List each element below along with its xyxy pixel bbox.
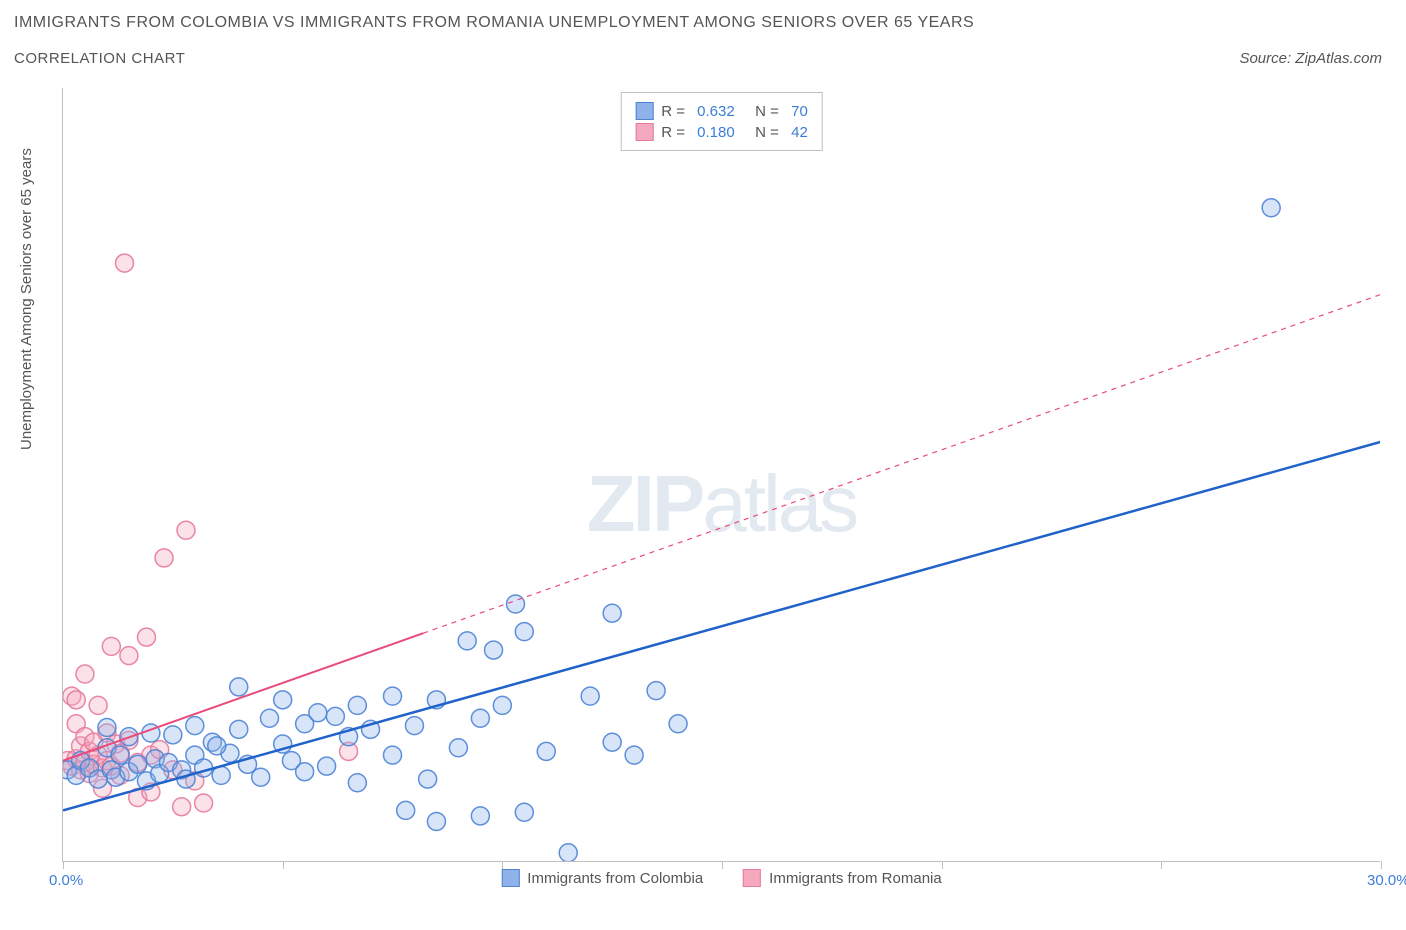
legend-row-colombia: R = 0.632 N = 70 xyxy=(635,102,808,120)
data-point xyxy=(427,812,445,830)
data-point xyxy=(515,803,533,821)
n-value-colombia: 70 xyxy=(791,103,808,120)
data-point xyxy=(326,707,344,725)
data-point xyxy=(98,718,116,736)
data-point xyxy=(384,746,402,764)
data-point xyxy=(309,704,327,722)
y-axis-label: Unemployment Among Seniors over 65 years xyxy=(18,148,35,450)
n-value-romania: 42 xyxy=(791,124,808,141)
data-point xyxy=(195,794,213,812)
data-point xyxy=(164,726,182,744)
data-point xyxy=(129,755,147,773)
data-point xyxy=(120,647,138,665)
data-point xyxy=(76,665,94,683)
data-point xyxy=(230,720,248,738)
data-point xyxy=(348,774,366,792)
x-tick xyxy=(502,861,503,869)
data-point xyxy=(260,709,278,727)
data-point xyxy=(669,715,687,733)
data-point xyxy=(177,521,195,539)
data-point xyxy=(384,687,402,705)
data-point xyxy=(116,254,134,272)
data-point xyxy=(581,687,599,705)
trend-line-solid xyxy=(63,442,1380,811)
scatter-plot-svg xyxy=(63,88,1380,861)
data-point xyxy=(603,733,621,751)
y-tick-label: 10.0% xyxy=(1390,668,1406,685)
r-value-romania: 0.180 xyxy=(697,124,735,141)
x-tick xyxy=(1381,861,1382,869)
legend-item-romania: Immigrants from Romania xyxy=(743,869,942,887)
legend-swatch-romania-bottom xyxy=(743,869,761,887)
data-point xyxy=(485,641,503,659)
legend-label-colombia: Immigrants from Colombia xyxy=(527,870,703,887)
chart-title-line2: CORRELATION CHART xyxy=(14,50,185,67)
data-point xyxy=(471,807,489,825)
data-point xyxy=(296,763,314,781)
chart-title-line1: IMMIGRANTS FROM COLOMBIA VS IMMIGRANTS F… xyxy=(14,14,974,32)
data-point xyxy=(208,737,226,755)
data-point xyxy=(405,717,423,735)
trend-line-dashed xyxy=(423,294,1380,633)
x-tick-label: 30.0% xyxy=(1367,872,1406,889)
y-tick-label: 20.0% xyxy=(1390,483,1406,500)
chart-area: ZIPatlas R = 0.632 N = 70 R = 0.180 N = … xyxy=(62,88,1380,862)
data-point xyxy=(89,696,107,714)
x-tick xyxy=(283,861,284,869)
x-tick-label: 0.0% xyxy=(49,872,83,889)
data-point xyxy=(348,696,366,714)
data-point xyxy=(111,746,129,764)
data-point xyxy=(419,770,437,788)
data-point xyxy=(507,595,525,613)
data-point xyxy=(177,770,195,788)
series-legend: Immigrants from Colombia Immigrants from… xyxy=(501,869,941,887)
x-tick xyxy=(63,861,64,869)
data-point xyxy=(137,628,155,646)
data-point xyxy=(155,549,173,567)
data-point xyxy=(274,691,292,709)
data-point xyxy=(559,844,577,861)
data-point xyxy=(625,746,643,764)
data-point xyxy=(493,696,511,714)
source-label: Source: ZipAtlas.com xyxy=(1239,50,1382,67)
data-point xyxy=(397,801,415,819)
y-tick-label: 40.0% xyxy=(1390,115,1406,132)
data-point xyxy=(471,709,489,727)
legend-swatch-colombia xyxy=(635,102,653,120)
data-point xyxy=(449,739,467,757)
legend-row-romania: R = 0.180 N = 42 xyxy=(635,123,808,141)
data-point xyxy=(458,632,476,650)
x-tick xyxy=(942,861,943,869)
legend-swatch-romania xyxy=(635,123,653,141)
data-point xyxy=(173,798,191,816)
data-point xyxy=(186,717,204,735)
data-point xyxy=(1262,199,1280,217)
legend-label-romania: Immigrants from Romania xyxy=(769,870,942,887)
data-point xyxy=(603,604,621,622)
y-tick-label: 30.0% xyxy=(1390,299,1406,316)
data-point xyxy=(102,637,120,655)
legend-item-colombia: Immigrants from Colombia xyxy=(501,869,703,887)
data-point xyxy=(515,623,533,641)
data-point xyxy=(537,742,555,760)
r-value-colombia: 0.632 xyxy=(697,103,735,120)
x-tick xyxy=(1161,861,1162,869)
data-point xyxy=(67,691,85,709)
data-point xyxy=(647,682,665,700)
data-point xyxy=(195,759,213,777)
data-point xyxy=(318,757,336,775)
correlation-legend: R = 0.632 N = 70 R = 0.180 N = 42 xyxy=(620,92,823,151)
data-point xyxy=(230,678,248,696)
data-point xyxy=(252,768,270,786)
legend-swatch-colombia-bottom xyxy=(501,869,519,887)
x-tick xyxy=(722,861,723,869)
